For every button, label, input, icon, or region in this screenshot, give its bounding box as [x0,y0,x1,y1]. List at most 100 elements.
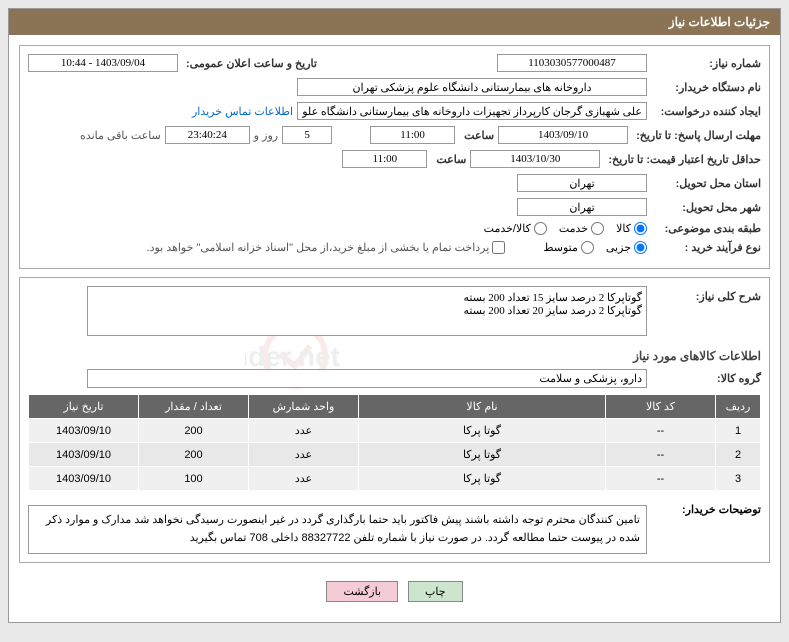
table-row: 2--گوتا پرکاعدد2001403/09/10 [29,443,761,467]
form-section-main: AriaTender.net شماره نیاز: تاریخ و ساعت … [19,45,770,269]
label-remaining: ساعت باقی مانده [80,129,161,142]
row-need-number: شماره نیاز: تاریخ و ساعت اعلان عمومی: [28,54,761,72]
checkbox-payment[interactable]: پرداخت تمام یا بخشی از مبلغ خرید،از محل … [147,241,506,254]
table-cell: 3 [716,467,761,491]
page-header: جزئیات اطلاعات نیاز [9,9,780,35]
table-cell: 200 [139,419,249,443]
table-cell: 100 [139,467,249,491]
table-cell: 1 [716,419,761,443]
input-validity-date[interactable] [470,150,600,168]
table-cell: -- [606,467,716,491]
radio-service[interactable]: خدمت [559,222,604,235]
radio-goods-service[interactable]: کالا/خدمت [484,222,547,235]
input-need-number[interactable] [497,54,647,72]
table-cell: گوتا پرکا [359,467,606,491]
radio-goods-service-input[interactable] [534,222,547,235]
input-deadline-time[interactable] [370,126,455,144]
row-city: شهر محل تحویل: [28,198,761,216]
row-group: گروه کالا: دارو، پزشکی و سلامت [28,369,761,388]
row-need-desc: شرح کلی نیاز: [28,286,761,339]
table-cell: -- [606,419,716,443]
radio-medium-input[interactable] [581,241,594,254]
th-code: کد کالا [606,395,716,419]
row-deadline: مهلت ارسال پاسخ: تا تاریخ: ساعت روز و سا… [28,126,761,144]
table-header-row: ردیف کد کالا نام کالا واحد شمارش تعداد /… [29,395,761,419]
table-cell: عدد [249,419,359,443]
label-days-and: روز و [254,129,278,142]
label-announce-date: تاریخ و ساعت اعلان عمومی: [182,57,317,70]
table-cell: گوتا پرکا [359,443,606,467]
label-buyer-org: نام دستگاه خریدار: [651,81,761,94]
radio-medium[interactable]: متوسط [543,241,594,254]
label-creator: ایجاد کننده درخواست: [651,105,761,118]
radio-minor-input[interactable] [634,241,647,254]
table-row: 1--گوتا پرکاعدد2001403/09/10 [29,419,761,443]
radio-group-category: کالا خدمت کالا/خدمت [484,222,647,235]
link-contact[interactable]: اطلاعات تماس خریدار [192,105,293,118]
header-title: جزئیات اطلاعات نیاز [669,15,770,29]
table-cell: 1403/09/10 [29,443,139,467]
input-deadline-date[interactable] [498,126,628,144]
input-group[interactable]: دارو، پزشکی و سلامت [87,369,647,388]
th-row: ردیف [716,395,761,419]
label-need-desc: شرح کلی نیاز: [651,286,761,303]
textarea-wrapper [87,286,647,339]
print-button[interactable]: چاپ [408,581,463,602]
radio-goods-input[interactable] [634,222,647,235]
row-province: استان محل تحویل: [28,174,761,192]
content-area: AriaTender.net شماره نیاز: تاریخ و ساعت … [9,35,780,622]
radio-goods[interactable]: کالا [616,222,647,235]
radio-group-process: جزیی متوسط [543,241,647,254]
input-province[interactable] [517,174,647,192]
row-process: نوع فرآیند خرید : جزیی متوسط پرداخت تمام… [28,241,761,254]
table-cell: عدد [249,443,359,467]
section-title-items: اطلاعات کالاهای مورد نیاز [28,349,761,363]
form-section-desc: شرح کلی نیاز: اطلاعات کالاهای مورد نیاز … [19,277,770,563]
back-button[interactable]: بازگشت [326,581,398,602]
th-unit: واحد شمارش [249,395,359,419]
table-row: 3--گوتا پرکاعدد1001403/09/10 [29,467,761,491]
input-days[interactable] [282,126,332,144]
row-creator: ایجاد کننده درخواست: اطلاعات تماس خریدار [28,102,761,120]
th-qty: تعداد / مقدار [139,395,249,419]
table-cell: 1403/09/10 [29,467,139,491]
table-body: 1--گوتا پرکاعدد2001403/09/102--گوتا پرکا… [29,419,761,491]
th-date: تاریخ نیاز [29,395,139,419]
table-cell: 2 [716,443,761,467]
textarea-need-desc[interactable] [87,286,647,336]
radio-minor[interactable]: جزیی [606,241,647,254]
label-buyer-notes: توضیحات خریدار: [651,499,761,516]
input-creator[interactable] [297,102,647,120]
label-category: طبقه بندی موضوعی: [651,222,761,235]
input-city[interactable] [517,198,647,216]
input-validity-time[interactable] [342,150,427,168]
buyer-notes-area: تامین کنندگان محترم توجه داشته باشند پیش… [28,505,647,554]
label-group: گروه کالا: [651,372,761,385]
label-validity: حداقل تاریخ اعتبار قیمت: تا تاریخ: [604,153,761,166]
th-name: نام کالا [359,395,606,419]
row-buyer-org: نام دستگاه خریدار: [28,78,761,96]
table-cell: -- [606,443,716,467]
row-category: طبقه بندی موضوعی: کالا خدمت کالا/خدمت [28,222,761,235]
main-container: جزئیات اطلاعات نیاز AriaTender.net شماره… [8,8,781,623]
label-time1: ساعت [459,129,494,142]
radio-service-input[interactable] [591,222,604,235]
checkbox-payment-input[interactable] [492,241,505,254]
row-buyer-notes: توضیحات خریدار: تامین کنندگان محترم توجه… [28,499,761,554]
table-cell: گوتا پرکا [359,419,606,443]
row-validity: حداقل تاریخ اعتبار قیمت: تا تاریخ: ساعت [28,150,761,168]
input-announce-date[interactable] [28,54,178,72]
table-cell: 1403/09/10 [29,419,139,443]
label-need-number: شماره نیاز: [651,57,761,70]
input-buyer-org[interactable] [297,78,647,96]
items-table: ردیف کد کالا نام کالا واحد شمارش تعداد /… [28,394,761,491]
table-cell: 200 [139,443,249,467]
label-deadline: مهلت ارسال پاسخ: تا تاریخ: [632,129,761,142]
label-process: نوع فرآیند خرید : [651,241,761,254]
input-remaining-time[interactable] [165,126,250,144]
table-cell: عدد [249,467,359,491]
label-city: شهر محل تحویل: [651,201,761,214]
label-time2: ساعت [431,153,466,166]
label-province: استان محل تحویل: [651,177,761,190]
button-row: چاپ بازگشت [19,571,770,612]
